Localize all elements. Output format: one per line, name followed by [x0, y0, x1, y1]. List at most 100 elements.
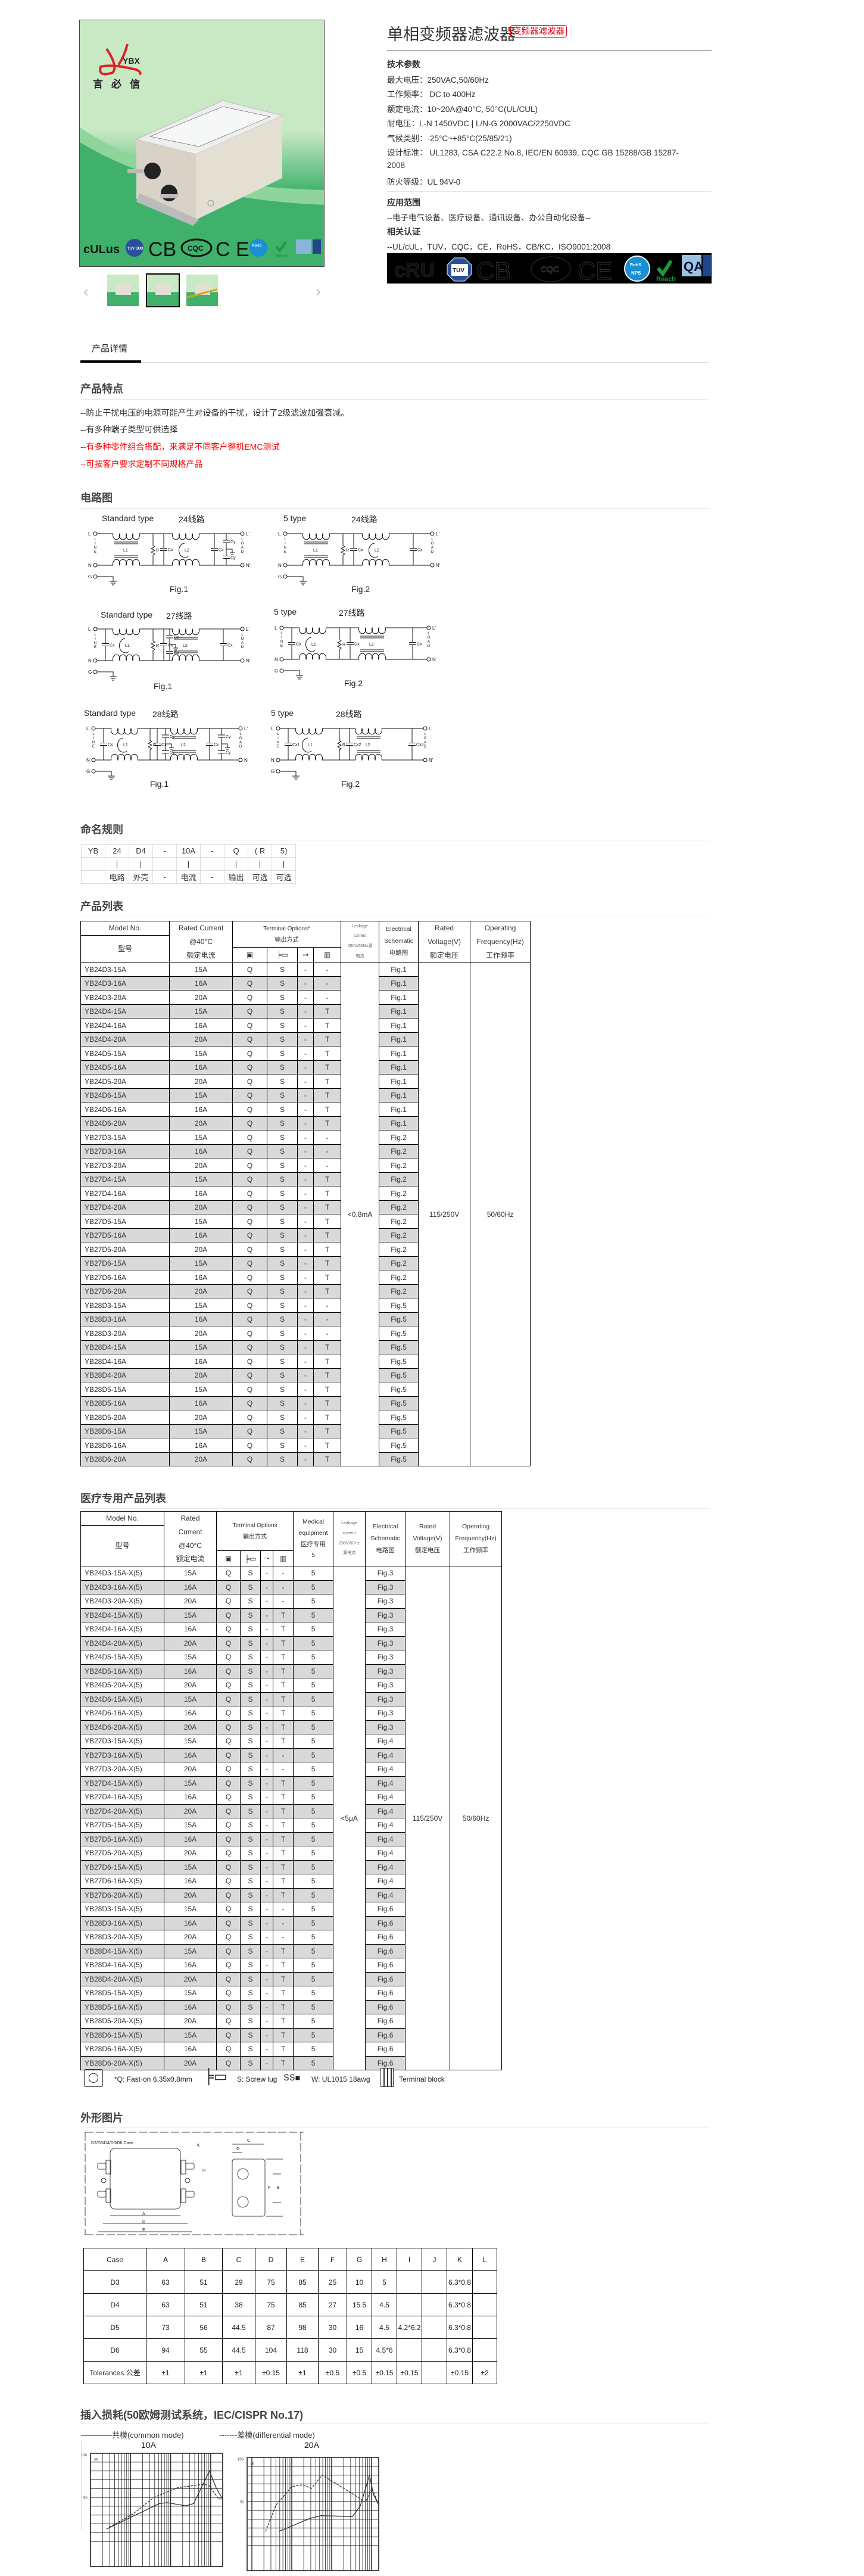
svg-text:L': L'	[244, 726, 248, 731]
schematic-cell: Fig.2	[379, 1214, 419, 1229]
spec-cell: S	[240, 1748, 261, 1763]
naming-cell	[81, 857, 105, 871]
gallery-next-arrow[interactable]: ›	[316, 282, 321, 300]
spec-cell: -	[260, 2055, 273, 2071]
spec-cell: Q	[216, 1622, 241, 1637]
svg-text:Cx: Cx	[417, 549, 423, 553]
spec-cell: 5	[293, 1706, 334, 1721]
spec-cell: S	[267, 1312, 298, 1327]
spec-cell: -	[260, 1594, 273, 1609]
schematic-line-label: 24线路	[351, 515, 378, 524]
svg-text:L1: L1	[125, 644, 130, 648]
spec-cell: T	[272, 1622, 294, 1637]
load-side-label: LOAD	[241, 538, 244, 555]
spec-cell: 15A	[169, 1172, 233, 1187]
model-cell: YB24D4-20A	[80, 1032, 170, 1047]
spec-cell: S	[267, 990, 298, 1005]
spec-cell: T	[313, 1451, 342, 1467]
spec-cell: 15A	[169, 1004, 233, 1019]
spec-cell: T	[313, 1074, 342, 1089]
svg-text:Cx: Cx	[168, 549, 173, 553]
spec-cell: -	[260, 1986, 273, 2001]
svg-text:L: L	[86, 726, 89, 731]
svg-text:L: L	[88, 531, 91, 537]
spec-cell: 16A	[164, 1958, 217, 1973]
spec-cell: 5	[293, 1943, 334, 1959]
product-main-image[interactable]: YBX 言必信 cULus TUV SUD CB CQC C E RoHS Re…	[79, 20, 325, 267]
svg-text:Cx: Cx	[227, 644, 233, 648]
spec-cell: S	[267, 1354, 298, 1369]
legend-differential-mode: -------差模(differential mode)	[219, 2431, 315, 2440]
rated-voltage-cell: 115/250V	[405, 1566, 451, 2071]
schematic-cell: Fig.4	[365, 1846, 406, 1861]
dimension-cell: 6.3*0.8	[447, 2270, 473, 2294]
spec-cell: 5	[293, 1678, 334, 1693]
model-cell: YB24D6-20A-X(5)	[80, 1720, 164, 1735]
thumbnail-1[interactable]	[107, 275, 139, 306]
spec-cell: 5	[293, 1762, 334, 1777]
category-tag[interactable]: 变频器滤波器	[510, 25, 567, 38]
dimension-cell: 51	[185, 2293, 223, 2316]
spec-cell: Q	[232, 1004, 267, 1019]
svg-text:N': N'	[432, 657, 437, 662]
svg-text:L1: L1	[308, 743, 313, 747]
spec-cell: Q	[216, 1930, 241, 1945]
header-operating-frequency: Operating Frequency(Hz) 工作频率	[450, 1510, 503, 1567]
chart-title: 10A	[141, 2440, 156, 2450]
spec-cell: Q	[216, 1803, 241, 1819]
svg-text:L2: L2	[185, 549, 189, 553]
thumbnail-2-selected[interactable]	[146, 273, 180, 307]
dimension-cell: 27	[318, 2293, 347, 2316]
tab-product-detail[interactable]: 产品详情	[92, 344, 128, 354]
spec-cell: 20A	[169, 1326, 233, 1341]
schematic-cell: Fig.1	[379, 962, 419, 977]
spec-cell: -	[260, 1818, 273, 1833]
spec-cell: S	[267, 1116, 298, 1131]
svg-text:Reach: Reach	[656, 276, 676, 283]
dimension-cell: H	[372, 2248, 397, 2271]
header-medical-equipment: Medical equipment 医疗专用 5	[293, 1510, 334, 1567]
model-cell: YB28D3-15A	[80, 1298, 170, 1313]
gallery-prev-arrow[interactable]: ‹	[83, 282, 89, 300]
spec-cell: 5	[293, 1958, 334, 1973]
spec-cell: -	[297, 1270, 314, 1285]
schematic-cell: Fig.6	[365, 1943, 406, 1959]
operating-frequency-cell: 50/60Hz	[450, 1566, 503, 2071]
spec-cell: Q	[216, 2014, 241, 2029]
spec-cell: 5	[293, 1930, 334, 1945]
tab-bar-line	[80, 362, 709, 363]
svg-text:CB: CB	[476, 257, 511, 284]
y-tick-label: 50	[83, 2497, 88, 2500]
spec-cell: S	[240, 1887, 261, 1903]
spec-cell: S	[267, 962, 298, 977]
spec-cell: 15A	[169, 1382, 233, 1397]
spec-cell: -	[260, 1943, 273, 1959]
model-cell: YB27D5-15A-X(5)	[80, 1818, 164, 1833]
spec-cell: 20A	[164, 1594, 217, 1609]
spec-cell: T	[272, 1999, 294, 2015]
naming-cell: 可选	[248, 870, 272, 884]
product-list-table: Model No. Rated Current @40°C 额定电流 Termina…	[80, 920, 531, 1467]
dimension-cell: 4.5*6	[372, 2338, 397, 2362]
schematic-cell: Fig.4	[365, 1859, 406, 1875]
spec-cell: Q	[232, 1270, 267, 1285]
header-model-cn: 型号	[80, 935, 170, 963]
svg-text:Cx: Cx	[168, 644, 173, 648]
spec-cell: T	[272, 2027, 294, 2043]
spec-cell: Q	[232, 962, 267, 977]
spec-cell: -	[272, 1930, 294, 1945]
dimension-cell: 75	[255, 2293, 287, 2316]
naming-cell: 5)	[272, 844, 296, 858]
spec-cell: S	[267, 1382, 298, 1397]
thumbnail-3[interactable]	[186, 275, 218, 306]
schematic-cell: Fig.3	[365, 1692, 406, 1707]
table-row: YB24D3-15A-X(5) 15A Q S - -5 <5μA Fig.3 115/250V…	[80, 1566, 503, 2071]
naming-rule-table: YB 24 D4-10A - Q( R 5) | | | | | | 电路 外壳 - 电流 - 输出 可选 可选	[81, 844, 296, 884]
spec-cell: 15A	[164, 1859, 217, 1875]
spec-climate: 气候类别：-25°C~+85°C(25/85/21)	[387, 134, 512, 143]
model-cell: YB24D3-16A	[80, 976, 170, 991]
schematic-cell: Fig.2	[379, 1284, 419, 1299]
dimension-cell: 63	[146, 2293, 185, 2316]
spec-standards: 设计标准： UL1283, CSA C22.2 No.8, IEC/EN 609…	[387, 148, 679, 157]
